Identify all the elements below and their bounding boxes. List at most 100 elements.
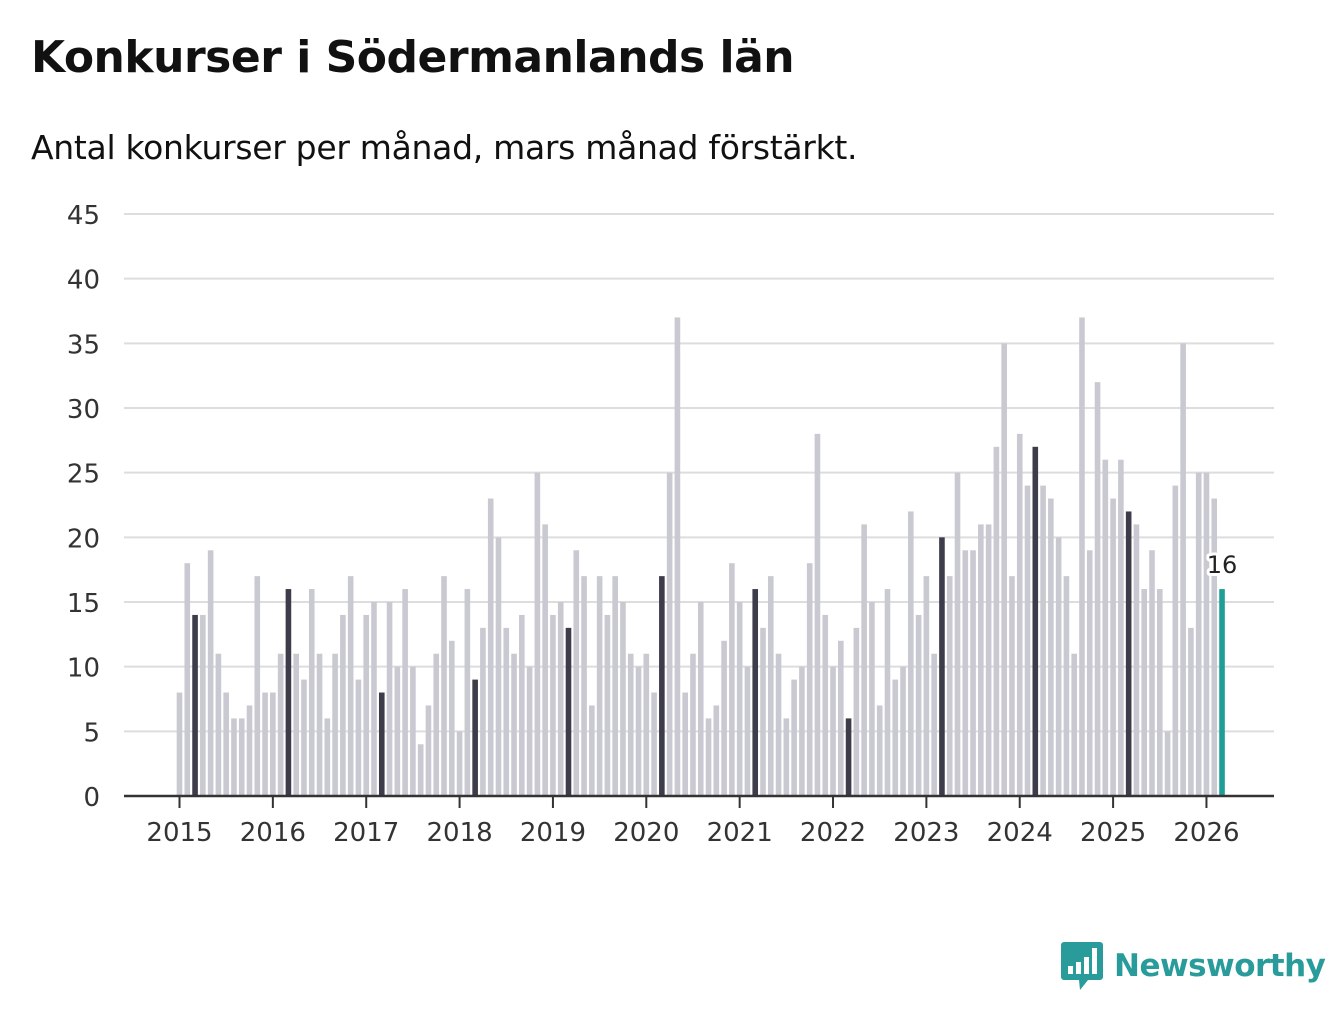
bar: [301, 679, 307, 796]
bar: [876, 705, 883, 796]
bar: [954, 472, 961, 796]
bar: [262, 692, 268, 796]
x-tick-label: 2026: [1173, 818, 1239, 848]
bar: [332, 653, 338, 796]
bar: [884, 589, 891, 796]
bar-march: [659, 576, 665, 796]
bar: [705, 718, 712, 796]
bar: [340, 614, 346, 796]
y-tick-label: 30: [67, 395, 100, 425]
bar: [534, 472, 541, 796]
bar: [433, 653, 440, 796]
x-tick-label: 2025: [1080, 818, 1146, 848]
bar: [643, 653, 650, 796]
bar: [487, 498, 494, 796]
bar-march: [285, 589, 292, 796]
bar: [814, 433, 821, 796]
bar: [215, 653, 222, 796]
bar: [666, 472, 673, 796]
bar-march: [378, 692, 385, 796]
bar: [806, 563, 813, 796]
bar: [355, 679, 362, 796]
bar: [946, 576, 953, 796]
bar: [277, 653, 284, 796]
brand-name: Newsworthy: [1114, 948, 1326, 984]
y-tick-label: 5: [83, 718, 100, 748]
bar: [1156, 589, 1163, 796]
bar-march: [939, 537, 945, 796]
bar: [744, 666, 751, 796]
bar-march: [472, 679, 478, 796]
bar: [791, 679, 797, 796]
bar-march: [1032, 446, 1039, 796]
bar: [1009, 576, 1015, 796]
bar: [713, 705, 720, 796]
bar: [861, 524, 867, 796]
bar: [410, 666, 416, 796]
bar: [1203, 472, 1210, 796]
bar: [347, 576, 354, 796]
bar: [1086, 550, 1093, 796]
bar: [1180, 343, 1186, 796]
x-tick-label: 2019: [520, 818, 586, 848]
bar: [223, 692, 229, 796]
bar: [775, 653, 782, 796]
bar: [519, 614, 525, 796]
bar: [985, 524, 992, 796]
x-tick-label: 2023: [893, 818, 959, 848]
bar: [783, 718, 790, 796]
bar-march: [845, 718, 852, 796]
latest-value-label: 16: [1207, 551, 1238, 579]
y-tick-label: 45: [67, 201, 100, 231]
bar: [1024, 485, 1031, 796]
bar: [363, 614, 370, 796]
bar: [674, 317, 681, 796]
bar: [246, 705, 253, 796]
data-labels: 16: [1204, 548, 1241, 582]
bar: [270, 692, 276, 796]
bar: [417, 744, 424, 796]
bar-chart-speech-bubble-icon: [1061, 942, 1103, 990]
bar: [425, 705, 432, 796]
bar: [721, 640, 727, 796]
bars: [176, 317, 1225, 796]
bar: [869, 602, 875, 796]
bar: [931, 653, 937, 796]
bar: [254, 576, 261, 796]
bar: [838, 640, 844, 796]
bar: [1110, 498, 1116, 796]
bar: [970, 550, 976, 796]
bar: [978, 524, 984, 796]
bar: [176, 692, 183, 796]
y-tick-label: 40: [67, 266, 100, 296]
y-tick-label: 0: [83, 783, 100, 813]
bar: [908, 511, 914, 796]
bar: [620, 602, 626, 796]
bar: [1055, 537, 1062, 796]
bar: [550, 614, 556, 796]
bar: [1071, 653, 1077, 796]
bar: [1016, 433, 1023, 796]
x-tick-label: 2017: [333, 818, 399, 848]
bar-march: [752, 589, 759, 796]
bar: [184, 563, 191, 796]
bar: [441, 576, 447, 796]
y-tick-label: 25: [67, 460, 100, 490]
bar: [503, 627, 510, 796]
bar: [324, 718, 331, 796]
bar: [729, 563, 735, 796]
bar: [1141, 589, 1148, 796]
bar: [596, 576, 603, 796]
y-tick-label: 15: [67, 589, 100, 619]
y-tick-label: 20: [67, 524, 100, 554]
bar: [456, 731, 463, 796]
y-tick-label: 10: [67, 654, 100, 684]
bar: [1079, 317, 1085, 796]
bar: [760, 627, 766, 796]
bar: [1094, 382, 1101, 796]
bar: [573, 550, 580, 796]
bar: [1195, 472, 1202, 796]
bar: [962, 550, 969, 796]
bar: [690, 653, 696, 796]
